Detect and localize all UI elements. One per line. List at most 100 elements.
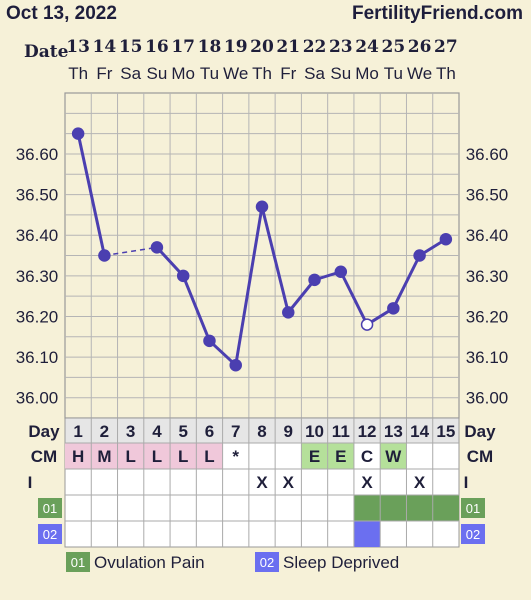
temp-point[interactable] — [229, 358, 242, 372]
day-number: 4 — [152, 422, 162, 441]
temp-point[interactable] — [334, 265, 348, 278]
cm-cell — [65, 443, 92, 469]
y-tick-right: 36.10 — [466, 348, 509, 367]
cm-value: L — [152, 447, 162, 466]
cm-cell — [170, 443, 197, 469]
weekday-label: Tu — [383, 64, 403, 83]
day-number: 2 — [100, 422, 109, 441]
sym1-code-left-text: 01 — [43, 501, 57, 516]
date-number: 21 — [276, 37, 301, 57]
temp-point[interactable] — [176, 269, 190, 283]
date-number: 19 — [223, 37, 248, 57]
cm-cell — [91, 443, 118, 469]
y-tick-left: 36.10 — [16, 348, 59, 367]
day-number: 14 — [410, 422, 429, 441]
date-number: 15 — [118, 37, 143, 57]
date-number: 14 — [92, 37, 117, 57]
intercourse-mark: X — [256, 473, 268, 492]
day-number: 8 — [257, 422, 266, 441]
day-number: 13 — [384, 422, 403, 441]
cm-value: L — [125, 447, 135, 466]
y-tick-right: 36.50 — [466, 186, 509, 205]
temp-point[interactable] — [387, 302, 400, 315]
temp-point[interactable] — [282, 306, 295, 319]
temp-line-segment — [234, 206, 264, 366]
temp-line-segment — [260, 206, 290, 313]
temp-point[interactable] — [71, 127, 85, 140]
y-tick-left: 36.60 — [16, 145, 59, 164]
day-number: 3 — [126, 422, 135, 441]
weekday-label: Th — [252, 64, 272, 83]
y-tick-left: 36.00 — [16, 389, 59, 408]
day-number: 11 — [332, 422, 350, 441]
temp-line-segment — [181, 275, 211, 342]
date-number: 25 — [381, 37, 406, 57]
weekday-label: Mo — [171, 64, 195, 83]
temp-point[interactable] — [150, 241, 164, 254]
cm-label-right: CM — [467, 447, 493, 466]
temp-line-segment — [287, 278, 316, 314]
y-tick-right: 36.60 — [466, 145, 509, 164]
sym1-code-left — [38, 498, 62, 518]
weekday-label: Fr — [280, 64, 297, 83]
legend-sleep-deprived-code: 02 — [260, 555, 274, 570]
temp-point[interactable] — [308, 273, 321, 287]
day-number: 9 — [284, 422, 293, 441]
day-row — [64, 417, 460, 445]
symptom1-cell — [406, 495, 433, 521]
sym2-code-right — [461, 524, 485, 544]
weekday-label: Su — [146, 64, 168, 83]
y-tick-right: 36.40 — [466, 226, 509, 245]
y-tick-right: 36.20 — [466, 307, 509, 326]
weekday-label: Tu — [199, 64, 220, 83]
intercourse-mark: X — [361, 473, 373, 492]
legend-sleep-deprived-label: Sleep Deprived — [283, 553, 399, 572]
cm-cell — [196, 443, 223, 469]
cm-cell — [143, 443, 171, 469]
temp-line-segment — [339, 271, 369, 326]
day-number: 6 — [205, 422, 214, 441]
y-tick-right: 36.00 — [466, 389, 509, 408]
date-number: 26 — [407, 37, 432, 57]
y-tick-right: 36.30 — [466, 267, 509, 286]
cm-cell — [327, 443, 354, 469]
temp-line-segment — [155, 246, 185, 277]
cm-cell — [380, 443, 407, 469]
temp-point[interactable] — [203, 334, 216, 348]
site-name[interactable]: FertilityFriend.com — [351, 3, 523, 24]
symptom2-cell — [353, 521, 381, 547]
y-tick-left: 36.40 — [16, 226, 59, 245]
weekday-label: We — [406, 64, 433, 83]
intercourse-label-right: I — [464, 473, 469, 492]
sym1-code-right — [461, 498, 485, 518]
weekday-label: Sa — [120, 64, 142, 83]
date-number: 22 — [302, 37, 327, 57]
legend-ovulation-pain-swatch — [66, 552, 90, 572]
day-number: 7 — [231, 422, 240, 441]
weekday-label: Fr — [96, 64, 113, 83]
temp-point[interactable] — [360, 318, 374, 331]
day-number: 10 — [305, 422, 324, 441]
weekday-label: Th — [68, 64, 89, 83]
symptom1-cell — [432, 495, 459, 521]
cm-value: * — [232, 447, 239, 466]
cm-cell — [301, 443, 328, 469]
date-number: 20 — [250, 37, 274, 57]
date-number: 13 — [66, 37, 90, 57]
cm-value: H — [72, 447, 84, 466]
temp-line-segment — [391, 254, 421, 309]
temp-point[interactable] — [439, 233, 453, 246]
temp-point[interactable] — [413, 249, 426, 262]
day-label-left: Day — [28, 422, 60, 441]
intercourse-mark: X — [283, 473, 295, 492]
sym2-code-right-text: 02 — [466, 527, 480, 542]
cm-value: L — [178, 447, 188, 466]
date-number: 24 — [355, 37, 379, 57]
temp-point[interactable] — [98, 249, 111, 262]
sym2-code-left-text: 02 — [43, 527, 57, 542]
day-number: 12 — [358, 422, 377, 441]
temp-point[interactable] — [255, 200, 269, 213]
sym2-code-left — [38, 524, 62, 544]
cm-value: W — [385, 447, 402, 466]
